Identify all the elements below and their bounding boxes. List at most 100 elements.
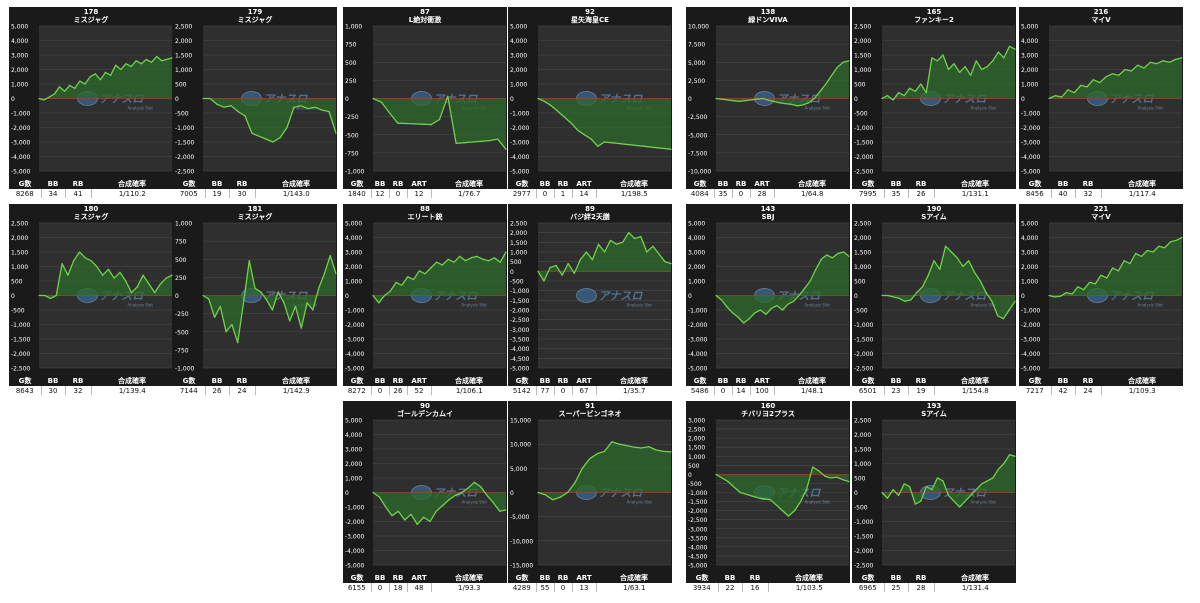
data-point <box>559 496 561 498</box>
series-line <box>372 481 507 526</box>
machine-panel[interactable]: 92 星矢海皇CE 5,000 4,000 3,000 2,000 1,000 0 -1,000… <box>508 7 672 198</box>
machine-panel[interactable]: 179 ミスジャグ 2,500 2,000 1,500 1,000 500 0 -500 -1,0… <box>173 7 337 198</box>
machine-panel[interactable]: 87 L絶対衝激 1,000 750 500 250 0 -250 -500 -750 -1,000… <box>343 7 507 198</box>
data-point <box>931 489 933 491</box>
data-point <box>776 305 778 307</box>
y-tick-label: -2,000 <box>510 125 530 132</box>
data-point <box>881 491 883 494</box>
y-tick-label: 0 <box>345 490 349 497</box>
data-point <box>1140 255 1143 257</box>
data-point <box>293 106 295 108</box>
data-point <box>609 239 612 241</box>
y-tick-label: 1,500 <box>854 250 871 257</box>
machine-panel[interactable]: 190 Sアイム 2,500 2,000 1,500 1,000 500 0 -500 -1,00… <box>852 204 1016 395</box>
data-point <box>942 54 944 56</box>
y-tick-label: -3,000 <box>1021 337 1041 344</box>
machine-panel[interactable]: 90 ゴールデンカムイ 5,000 4,000 3,000 2,000 1,000 0 -1,0… <box>343 401 507 592</box>
machine-panel[interactable]: 88 エリート銃 5,000 4,000 3,000 2,000 1,000 0 -1,000 -… <box>343 204 507 395</box>
stats-header-cell: 合成確率 <box>91 376 173 386</box>
data-point <box>733 486 735 488</box>
data-point <box>1086 86 1088 88</box>
stats-value-cell: 52 <box>407 386 432 395</box>
data-point <box>648 445 650 448</box>
data-point <box>148 283 150 285</box>
stats-header-cell: RB <box>1075 376 1101 386</box>
machine-panel[interactable]: 89 バジ絆2天膳 2,500 2,000 1,500 1,000 500 0 -500 -1,0… <box>508 204 672 395</box>
y-tick-label: 5,000 <box>1021 24 1038 31</box>
machine-panel[interactable]: 180 ミスジャグ 2,500 2,000 1,500 1,000 500 0 -500 -1,0… <box>9 204 173 395</box>
data-point <box>726 306 728 308</box>
data-point <box>258 135 260 137</box>
data-point <box>655 449 657 451</box>
y-tick-label: -500 <box>175 111 189 118</box>
data-point <box>732 100 734 102</box>
y-tick-label: 250 <box>345 78 357 85</box>
data-point <box>378 302 380 304</box>
stats-value-cell: 1/154.8 <box>934 386 1016 395</box>
data-point <box>986 480 988 482</box>
data-point <box>219 305 221 307</box>
y-tick-label: 0 <box>688 96 692 103</box>
machine-panel[interactable]: 165 ファンキー2 2,500 2,000 1,500 1,000 500 0 -500 -1,… <box>852 7 1016 198</box>
y-tick-label: 500 <box>688 463 700 470</box>
machine-panel[interactable]: 178 ミスジャグ 5,000 4,000 3,000 2,000 1,000 0 -1,000… <box>9 7 173 198</box>
y-tick-label: -2,000 <box>688 322 708 329</box>
machine-number: 178 <box>84 8 99 16</box>
y-tick-label: -2,000 <box>175 154 195 161</box>
y-tick-label: 2,000 <box>11 67 28 74</box>
data-point <box>492 502 494 504</box>
y-tick-label: -4,500 <box>510 356 530 363</box>
y-tick-label: -4,500 <box>688 553 708 560</box>
data-point <box>634 237 636 240</box>
data-point <box>1002 318 1005 320</box>
y-tick-label: -3,000 <box>345 534 365 541</box>
stats-value-cell: 35 <box>714 189 733 198</box>
y-tick-label: 3,000 <box>688 418 705 425</box>
machine-panel[interactable]: 216 マイV 5,000 4,000 3,000 2,000 1,000 0 -1,000 -2… <box>1019 7 1183 198</box>
y-tick-label: 2,000 <box>345 264 362 271</box>
data-point <box>567 263 569 265</box>
data-point <box>909 87 911 89</box>
data-point <box>630 144 632 146</box>
machine-title: ゴールデンカムイ <box>397 409 453 418</box>
data-point <box>455 142 457 145</box>
data-point <box>407 276 409 278</box>
y-tick-label: 2,500 <box>11 221 28 228</box>
data-point <box>1105 76 1107 78</box>
data-point <box>796 105 798 107</box>
data-point <box>401 284 403 286</box>
y-tick-label: 2,500 <box>688 78 705 85</box>
machine-panel[interactable]: 91 スーパービンゴネオ 15,000 10,000 5,000 0 -5,000 -10,0… <box>508 401 672 592</box>
stats-value-cell: 100 <box>750 386 775 395</box>
machine-panel[interactable]: 138 緑ドンVIVA 10,000 7,500 5,000 2,500 0 -2,500 -5… <box>686 7 850 198</box>
data-point <box>615 243 618 245</box>
stats-header-row: G数 BB RB 合成確率 <box>686 573 850 583</box>
y-tick-label: -500 <box>510 279 524 286</box>
data-point <box>480 486 482 488</box>
y-tick-label: -2,000 <box>1021 322 1041 329</box>
y-tick-label: 0 <box>854 293 858 300</box>
data-point <box>1065 292 1067 294</box>
data-point <box>836 66 839 68</box>
data-point <box>44 294 46 297</box>
data-point <box>1162 60 1164 62</box>
data-point <box>583 134 586 136</box>
data-point <box>757 497 759 499</box>
machine-panel[interactable]: 221 マイV 5,000 4,000 3,000 2,000 1,000 0 -1,000 -2… <box>1019 204 1183 395</box>
watermark-subtext: Analysis Slot <box>805 500 831 505</box>
data-point <box>650 146 652 148</box>
data-point <box>748 318 750 320</box>
data-point <box>438 118 441 121</box>
stats-value-cell: 48 <box>407 583 432 592</box>
data-point <box>720 299 723 301</box>
stats-value-cell: 1/93.3 <box>431 583 507 592</box>
data-point <box>962 265 964 268</box>
data-point <box>209 97 211 100</box>
stats-value-cell: 41 <box>65 189 92 198</box>
stats-header-cell: RB <box>908 376 934 386</box>
machine-panel[interactable]: 143 SBJ 5,000 4,000 3,000 2,000 1,000 0 -1,000 -2… <box>686 204 850 395</box>
machine-panel[interactable]: 160 チバリヨ2プラス 3,000 2,500 2,000 1,500 1,000 500 0… <box>686 401 850 592</box>
machine-panel[interactable]: 193 Sアイム 2,500 2,000 1,500 1,000 500 0 -500 -1,00… <box>852 401 1016 592</box>
data-point <box>807 102 810 104</box>
machine-panel[interactable]: 181 ミスジャグ 1,000 750 500 250 0 -250 -500 -750 -1,00… <box>173 204 337 395</box>
